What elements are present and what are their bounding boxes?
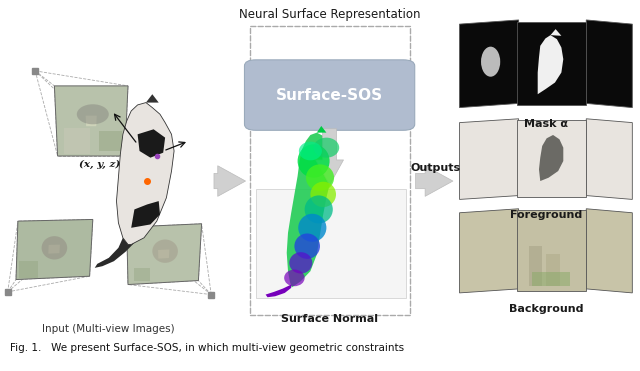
Bar [64,128,90,154]
Text: Input (Multi-view Images): Input (Multi-view Images) [42,324,175,334]
Text: (x, y, z): (x, y, z) [79,160,120,169]
Ellipse shape [294,233,320,259]
Text: Fig. 1.   We present Surface-SOS, in which multi-view geometric constraints: Fig. 1. We present Surface-SOS, in which… [10,343,404,352]
Polygon shape [86,116,97,126]
Ellipse shape [306,164,334,191]
Polygon shape [538,35,563,94]
Polygon shape [158,249,170,259]
Text: Mask α: Mask α [524,119,568,129]
Polygon shape [138,129,165,158]
Polygon shape [127,224,202,285]
Bar [19,261,38,278]
Text: Surface Normal: Surface Normal [281,313,378,324]
Bar [532,272,570,286]
Polygon shape [517,210,586,290]
Polygon shape [517,120,586,197]
Polygon shape [460,119,518,200]
Bar [99,131,122,151]
Ellipse shape [299,142,322,160]
Polygon shape [54,86,128,156]
Ellipse shape [42,236,67,260]
Ellipse shape [298,144,330,178]
Polygon shape [256,189,406,298]
Text: Surface-SOS: Surface-SOS [276,88,383,102]
Polygon shape [517,22,586,105]
Polygon shape [95,238,134,268]
Polygon shape [131,201,160,228]
Ellipse shape [314,138,339,158]
Polygon shape [116,103,174,244]
Text: Foreground: Foreground [510,210,582,220]
Bar [529,246,543,286]
Text: Outputs: Outputs [410,163,460,173]
Polygon shape [550,29,561,36]
Ellipse shape [481,47,500,77]
Bar [250,26,410,315]
Polygon shape [460,209,518,293]
Ellipse shape [289,252,312,273]
Bar [546,254,560,286]
Text: Background: Background [509,303,583,313]
Polygon shape [49,244,60,254]
Polygon shape [266,285,291,297]
Polygon shape [586,119,632,200]
Ellipse shape [310,182,336,207]
Polygon shape [460,20,518,108]
Polygon shape [287,132,333,288]
Polygon shape [146,94,159,103]
Bar [134,268,150,281]
Ellipse shape [77,104,109,124]
Ellipse shape [305,196,333,223]
Text: Neural Surface Representation: Neural Surface Representation [239,8,420,21]
Polygon shape [586,20,632,108]
Polygon shape [317,126,326,132]
Ellipse shape [152,240,178,263]
Ellipse shape [284,269,305,286]
FancyBboxPatch shape [244,60,415,130]
Ellipse shape [298,214,326,242]
Polygon shape [586,209,632,293]
Polygon shape [539,135,563,181]
Polygon shape [16,220,93,280]
